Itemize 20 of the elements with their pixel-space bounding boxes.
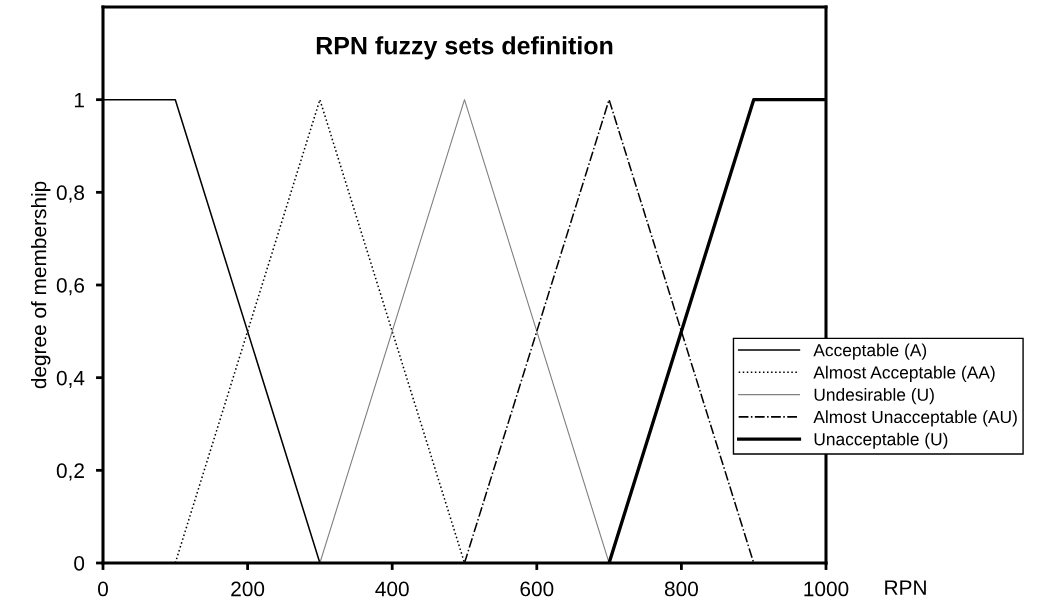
x-tick-label: 0	[98, 581, 108, 597]
y-axis-title: degree of membership	[31, 181, 51, 389]
x-tick-label: 200	[231, 581, 265, 597]
legend-label: Unacceptable (U)	[814, 432, 948, 449]
x-tick-label: 800	[664, 581, 698, 597]
y-tick-label: 0	[74, 556, 85, 571]
legend-label: Almost Acceptable (AA)	[813, 365, 995, 383]
text: RPN fuzzy sets definition	[316, 36, 613, 60]
y-tick-label: 0,8	[56, 185, 85, 203]
x-axis-title: RPN	[885, 580, 926, 595]
legend-label: Acceptable (A)	[813, 343, 927, 360]
x-tick-label: 400	[375, 581, 409, 597]
y-tick-label: 0,6	[56, 278, 85, 296]
y-tick-label: 0,2	[56, 463, 84, 481]
x-tick-label: 600	[520, 581, 554, 597]
legend-label: Undesirable (U)	[814, 388, 934, 405]
legend-label: Almost Unacceptable (AU)	[813, 410, 1017, 427]
x-tick-label: 1000	[804, 581, 849, 597]
y-tick-label: 1	[74, 92, 84, 108]
y-tick-label: 0,4	[56, 370, 85, 388]
